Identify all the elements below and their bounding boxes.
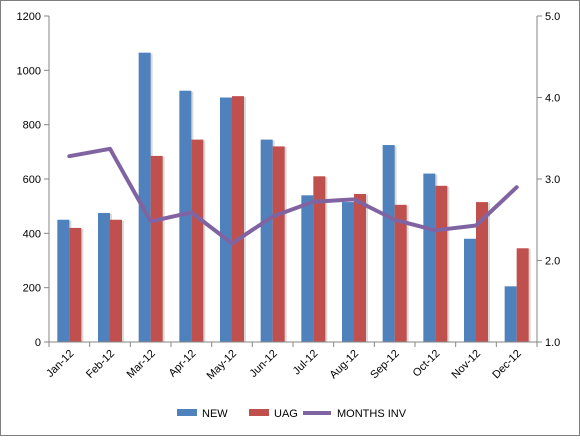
bar-new-jun-12: [260, 139, 273, 342]
x-tick-label: Apr-12: [167, 348, 199, 380]
x-tick-label: Jun-12: [248, 348, 280, 380]
x-tick-label: Dec-12: [490, 348, 524, 382]
x-tick-label: Jan-12: [44, 348, 76, 380]
line-point-sep-12: [393, 218, 397, 222]
bar-uag-mar-12: [150, 155, 163, 342]
x-tick-label: May-12: [205, 348, 239, 382]
bar-new-oct-12: [423, 173, 436, 342]
x-tick-label: Feb-12: [84, 348, 117, 381]
legend: NEW UAG MONTHS INV: [177, 408, 407, 420]
line-point-apr-12: [189, 210, 193, 214]
legend-label: MONTHS INV: [337, 408, 407, 420]
bar-uag-jun-12: [272, 146, 285, 342]
bar-new-feb-12: [98, 212, 110, 342]
right-tick-label: 5.0: [545, 11, 560, 23]
legend-swatch-uag: [249, 409, 269, 416]
line-point-nov-12: [474, 223, 478, 227]
right-tick-label: 4.0: [545, 93, 560, 105]
bar-uag-jul-12: [313, 176, 326, 342]
bar-series: [57, 52, 531, 343]
x-tick-label: Mar-12: [125, 348, 158, 381]
line-point-mar-12: [149, 219, 153, 223]
legend-label: UAG: [274, 408, 298, 420]
line-point-jun-12: [271, 214, 275, 218]
bar-uag-nov-12: [476, 202, 488, 342]
bar-uag-sep-12: [394, 204, 407, 342]
bar-new-nov-12: [464, 238, 476, 342]
line-point-dec-12: [515, 185, 519, 189]
bar-new-apr-12: [179, 90, 192, 342]
left-tick-label: 800: [23, 120, 41, 132]
right-axis: 1.0 2.0 3.0 4.0 5.0: [536, 11, 560, 349]
bar-uag-may-12: [232, 96, 244, 343]
right-tick-label: 2.0: [545, 256, 560, 268]
bar-new-mar-12: [138, 52, 151, 343]
bar-uag-feb-12: [110, 219, 122, 342]
left-tick-label: 600: [23, 174, 41, 186]
left-tick-label: 0: [35, 337, 41, 349]
x-axis: Jan-12 Feb-12 Mar-12 Apr-12 May-12 Jun-12 Jul-…: [44, 341, 538, 382]
bar-new-aug-12: [342, 202, 354, 342]
left-tick-label: 200: [23, 283, 41, 295]
x-tick-label: Aug-12: [328, 348, 362, 382]
x-tick-label: Jul-12: [291, 348, 321, 378]
line-point-aug-12: [352, 197, 356, 201]
bar-new-sep-12: [382, 145, 395, 342]
bar-new-jan-12: [57, 219, 70, 342]
legend-label: NEW: [202, 408, 228, 420]
bar-uag-aug-12: [354, 193, 366, 342]
line-point-oct-12: [433, 228, 437, 232]
x-tick-label: Sep-12: [368, 348, 402, 382]
bar-uag-apr-12: [191, 139, 204, 342]
line-series: [67, 146, 519, 246]
line-point-jul-12: [311, 200, 315, 204]
x-tick-label: Oct-12: [411, 348, 443, 380]
bar-uag-oct-12: [435, 185, 448, 342]
line-point-jan-12: [67, 154, 71, 158]
line-months-inv: [67, 146, 519, 246]
bar-uag-jan-12: [69, 227, 82, 342]
x-tick-label: Nov-12: [450, 348, 484, 382]
line-point-may-12: [230, 241, 234, 245]
bar-uag-dec-12: [516, 248, 529, 342]
left-tick-label: 1000: [17, 65, 41, 77]
legend-swatch-new: [177, 409, 197, 416]
bar-new-dec-12: [504, 286, 517, 342]
right-tick-label: 1.0: [545, 337, 560, 349]
line-point-feb-12: [108, 147, 112, 151]
bar-new-jul-12: [301, 195, 314, 342]
left-axis: 0 200 400 600 800 1000 1200: [17, 11, 50, 349]
bar-new-may-12: [220, 97, 232, 342]
left-tick-label: 1200: [17, 11, 41, 23]
right-tick-label: 3.0: [545, 174, 560, 186]
left-tick-label: 400: [23, 228, 41, 240]
